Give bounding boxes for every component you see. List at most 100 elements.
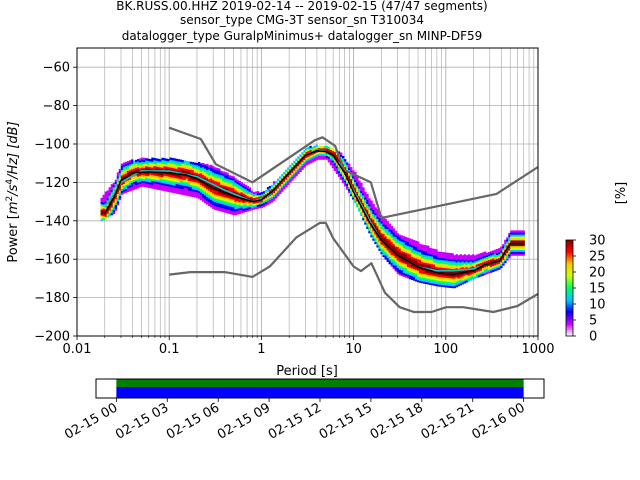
heatmap-cell — [465, 260, 469, 264]
heatmap-cell — [423, 258, 426, 261]
heatmap-cell — [457, 266, 460, 270]
heatmap-cell — [431, 275, 434, 278]
heatmap-cell — [418, 265, 422, 268]
title-line-3: datalogger_type GuralpMinimus+ datalogge… — [122, 29, 483, 43]
heatmap-cell — [423, 264, 426, 267]
heatmap-cell — [500, 252, 503, 255]
heatmap-cell — [145, 171, 148, 174]
heatmap-cell — [445, 254, 448, 257]
heatmap-cell — [390, 260, 394, 263]
heatmap-cell — [364, 208, 367, 212]
heatmap-cell — [455, 261, 458, 265]
heatmap-cell — [412, 266, 416, 270]
heatmap-cell — [467, 271, 471, 274]
heatmap-cell — [151, 182, 154, 185]
heatmap-cell — [437, 253, 440, 256]
heatmap-cell — [197, 194, 201, 197]
heatmap-cell — [100, 205, 103, 208]
heatmap-cell — [305, 151, 308, 154]
heatmap-cell — [262, 202, 266, 206]
heatmap-cell — [368, 202, 371, 205]
heatmap-cell — [279, 184, 282, 187]
heatmap-cell — [293, 172, 296, 175]
heatmap-cell — [250, 204, 254, 207]
heatmap-cell — [226, 195, 229, 199]
heatmap-cell — [506, 250, 509, 254]
heatmap-cell — [187, 180, 191, 183]
heatmap-cell — [382, 237, 385, 240]
heatmap-cell — [516, 230, 519, 233]
heatmap-cell — [203, 191, 207, 194]
heatmap-cell — [135, 159, 138, 163]
heatmap-cell — [299, 169, 302, 172]
heatmap-cell — [335, 167, 339, 171]
noise-model-curve — [169, 221, 538, 314]
heatmap-cell — [396, 260, 400, 263]
heatmap-cell — [157, 174, 160, 177]
heatmap-cell — [114, 187, 118, 190]
heatmap-cell — [408, 276, 412, 280]
heatmap-cell — [350, 167, 353, 170]
heatmap-cell — [390, 262, 394, 265]
heatmap-cell — [114, 195, 118, 198]
heatmap-cell — [410, 264, 414, 267]
heatmap-cell — [252, 193, 256, 197]
heatmap-cell — [481, 259, 485, 263]
heatmap-cell — [339, 167, 343, 171]
heatmap-cell — [203, 166, 207, 169]
heatmap-cell — [376, 224, 379, 227]
heatmap-cell — [343, 184, 347, 187]
heatmap-cell — [159, 174, 162, 177]
heatmap-cell — [500, 246, 503, 249]
heatmap-cell — [135, 180, 138, 184]
heatmap-cell — [481, 254, 485, 257]
heatmap-cell — [414, 258, 418, 261]
heatmap-cell — [325, 147, 329, 151]
heatmap-cell — [244, 209, 247, 213]
heatmap-cell — [374, 226, 377, 229]
heatmap-cell — [283, 183, 286, 186]
heatmap-cell — [372, 234, 375, 237]
heatmap-cell — [197, 169, 201, 172]
heatmap-cell — [143, 178, 146, 182]
heatmap-cell — [414, 269, 418, 272]
heatmap-cell — [224, 195, 227, 198]
heatmap-cell — [341, 159, 345, 163]
heatmap-cell — [167, 174, 170, 177]
heatmap-cell — [110, 187, 114, 191]
heatmap-cell — [175, 164, 179, 167]
heatmap-cell — [345, 181, 349, 184]
heatmap-cell — [210, 199, 213, 202]
heatmap-cell — [341, 178, 345, 182]
heatmap-cell — [187, 184, 191, 187]
heatmap-cell — [350, 174, 353, 178]
heatmap-cell — [289, 172, 292, 176]
heatmap-cell — [264, 197, 268, 201]
heatmap-cell — [467, 275, 471, 278]
heatmap-cell — [102, 213, 105, 217]
heatmap-cell — [100, 209, 103, 212]
heatmap-cell — [222, 186, 225, 190]
heatmap-cell — [281, 177, 284, 181]
heatmap-cell — [514, 251, 517, 254]
heatmap-cell — [270, 186, 274, 190]
heatmap-cell — [216, 204, 219, 207]
heatmap-cell — [293, 164, 296, 167]
heatmap-cell — [457, 270, 460, 273]
heatmap-cell — [191, 165, 195, 169]
heatmap-cell — [201, 197, 205, 200]
heatmap-cell — [232, 205, 235, 208]
heatmap-cell — [135, 186, 138, 190]
heatmap-cell — [400, 268, 404, 271]
heatmap-cell — [230, 204, 233, 207]
heatmap-cell — [252, 195, 256, 199]
heatmap-cell — [410, 254, 414, 257]
heatmap-cell — [183, 168, 187, 171]
heatmap-cell — [425, 249, 428, 252]
heatmap-cell — [374, 236, 377, 239]
heatmap-cell — [429, 267, 432, 270]
heatmap-cell — [279, 185, 282, 189]
heatmap-cell — [232, 197, 235, 200]
heatmap-cell — [220, 176, 223, 180]
heatmap-cell — [370, 233, 373, 236]
